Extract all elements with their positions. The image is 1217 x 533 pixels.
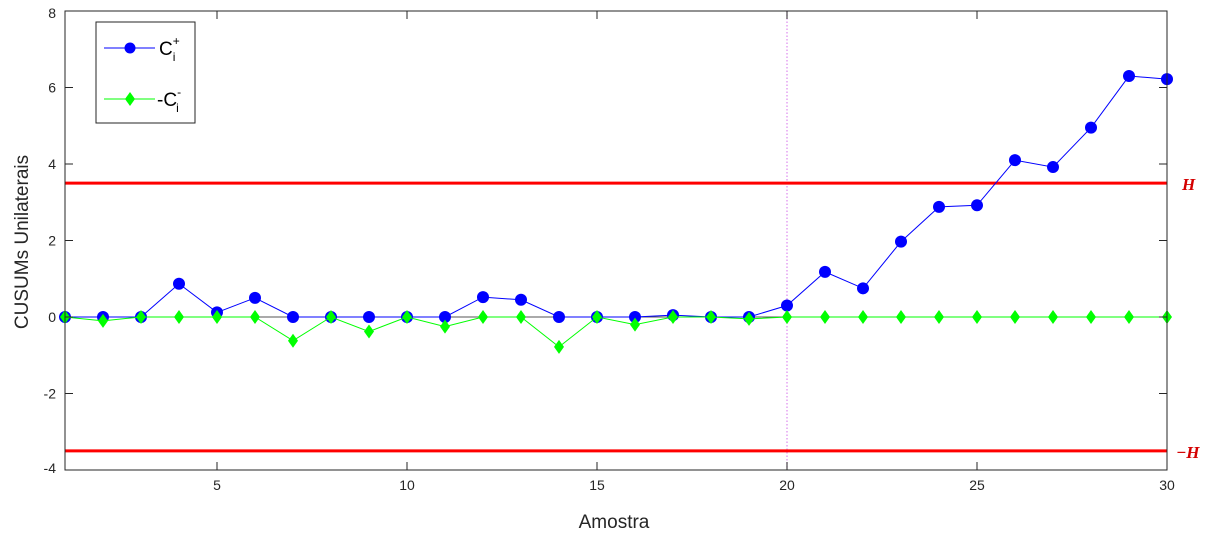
point-cminus-25 bbox=[972, 310, 982, 324]
point-cplus-9 bbox=[363, 311, 375, 323]
point-cminus-18 bbox=[706, 310, 716, 324]
x-tick-label: 15 bbox=[589, 477, 605, 493]
y-tick-label: 4 bbox=[48, 156, 56, 172]
point-cplus-11 bbox=[439, 311, 451, 323]
legend-marker-cminus bbox=[125, 92, 135, 106]
h-lower-label: −H bbox=[1176, 443, 1200, 462]
point-cplus-16 bbox=[629, 311, 641, 323]
point-cminus-14 bbox=[554, 339, 564, 354]
legend-label-cplus: C+ i bbox=[159, 34, 180, 64]
h-upper-label: H bbox=[1181, 175, 1196, 194]
point-cminus-10 bbox=[402, 310, 412, 324]
legend-marker-cplus bbox=[124, 42, 136, 54]
point-cminus-21 bbox=[820, 310, 830, 324]
legend-label-cminus: -C-i bbox=[157, 85, 181, 115]
point-cminus-12 bbox=[478, 310, 488, 324]
point-cplus-23 bbox=[895, 235, 907, 248]
point-cplus-6 bbox=[249, 291, 261, 304]
point-cminus-3 bbox=[136, 310, 146, 324]
point-cplus-21 bbox=[819, 265, 831, 278]
x-tick-label: 5 bbox=[213, 477, 221, 493]
point-cminus-7 bbox=[288, 333, 298, 348]
series-line-cminus bbox=[64, 316, 1167, 348]
y-tick-label: -2 bbox=[44, 386, 57, 402]
y-tick-label: -4 bbox=[44, 460, 57, 476]
point-cminus-22 bbox=[858, 310, 868, 324]
y-tick-label: 0 bbox=[48, 309, 56, 325]
point-cplus-27 bbox=[1047, 161, 1059, 174]
point-cplus-12 bbox=[477, 291, 489, 304]
y-tick-label: 2 bbox=[48, 233, 56, 249]
point-cminus-23 bbox=[896, 310, 906, 324]
point-cplus-24 bbox=[933, 200, 945, 213]
legend-box bbox=[95, 21, 196, 124]
y-axis-label: CUSUMs Unilaterais bbox=[12, 155, 33, 329]
point-cminus-16 bbox=[630, 317, 640, 332]
x-tick-label: 25 bbox=[969, 477, 985, 493]
x-tick-label: 30 bbox=[1159, 477, 1175, 493]
point-cplus-13 bbox=[515, 293, 527, 306]
point-cminus-27 bbox=[1048, 310, 1058, 324]
x-tick-label: 20 bbox=[779, 477, 795, 493]
point-cplus-25 bbox=[971, 199, 983, 212]
plot-area bbox=[65, 11, 1167, 470]
point-cminus-24 bbox=[934, 310, 944, 324]
point-cplus-7 bbox=[287, 311, 299, 323]
x-axis-label: Amostra bbox=[579, 512, 650, 533]
point-cminus-26 bbox=[1010, 310, 1020, 324]
point-cminus-29 bbox=[1124, 310, 1134, 324]
point-cplus-4 bbox=[173, 277, 185, 290]
point-cminus-6 bbox=[250, 310, 260, 324]
point-cminus-15 bbox=[592, 310, 602, 324]
series-line-cplus bbox=[65, 75, 1168, 318]
x-tick-label: 10 bbox=[399, 477, 415, 493]
point-cminus-9 bbox=[364, 324, 374, 339]
point-cplus-26 bbox=[1009, 154, 1021, 167]
point-cminus-2 bbox=[98, 313, 108, 328]
point-cplus-29 bbox=[1123, 70, 1135, 83]
point-cminus-28 bbox=[1086, 310, 1096, 324]
point-cminus-19 bbox=[744, 311, 754, 326]
legend: C+ i -C-i bbox=[95, 21, 196, 124]
point-cminus-11 bbox=[440, 319, 450, 334]
point-cminus-13 bbox=[516, 310, 526, 324]
point-cminus-5 bbox=[212, 310, 222, 324]
point-cminus-20 bbox=[782, 310, 792, 324]
point-cplus-28 bbox=[1085, 121, 1097, 134]
point-cminus-8 bbox=[326, 310, 336, 324]
point-cplus-14 bbox=[553, 311, 565, 323]
point-cminus-17 bbox=[668, 310, 678, 324]
point-cminus-4 bbox=[174, 310, 184, 324]
y-tick-label: 6 bbox=[48, 80, 56, 96]
y-tick-label: 8 bbox=[48, 5, 56, 21]
point-cplus-22 bbox=[857, 282, 869, 295]
point-cplus-20 bbox=[781, 299, 793, 312]
